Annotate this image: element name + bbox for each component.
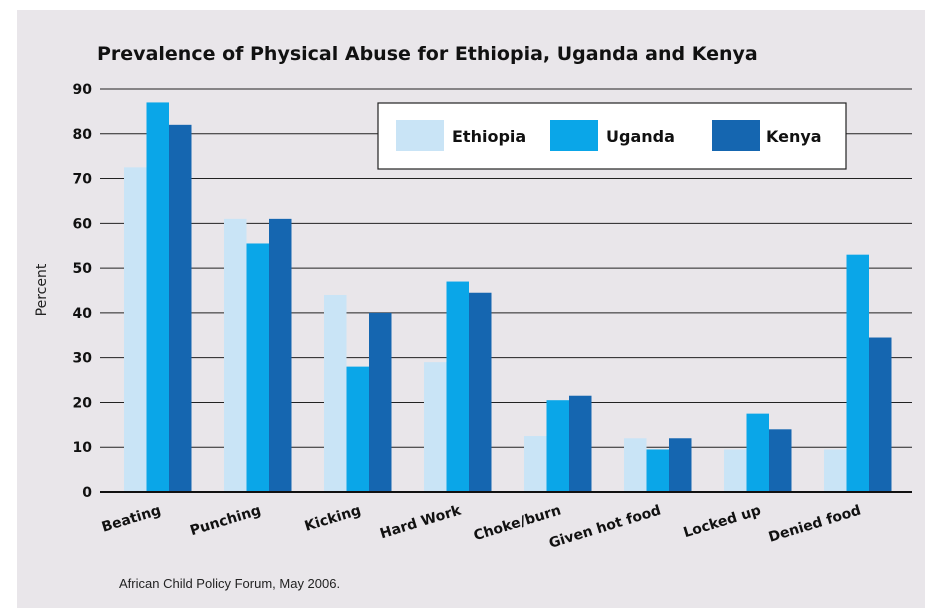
- y-tick-label: 80: [73, 127, 93, 143]
- y-tick-label: 60: [73, 216, 93, 232]
- bars: [124, 102, 892, 493]
- source-note: African Child Policy Forum, May 2006.: [119, 576, 340, 591]
- bar-uganda: [746, 413, 769, 492]
- bar-kenya: [569, 395, 592, 492]
- bar-uganda: [546, 400, 569, 492]
- bar-kenya: [369, 312, 392, 492]
- legend-swatch-kenya: [712, 120, 760, 151]
- bar-kenya: [769, 429, 792, 492]
- bar-ethiopia: [424, 362, 447, 492]
- legend-swatch-ethiopia: [396, 120, 444, 151]
- x-axis-ticks: Beating Punching Kicking Hard Work Choke/bur…: [100, 502, 863, 551]
- x-tick-label: Given hot food: [547, 503, 663, 552]
- x-tick-label: Beating: [100, 503, 163, 536]
- bar-kenya: [469, 292, 492, 492]
- legend: Ethiopia Uganda Kenya: [377, 102, 847, 170]
- y-axis-ticks: 0 10 20 30 40 50 60 70 80 90: [73, 82, 93, 501]
- legend-label-kenya: Kenya: [766, 127, 822, 146]
- y-tick-label: 10: [73, 440, 93, 456]
- legend-swatch-uganda: [550, 120, 598, 151]
- bar-ethiopia: [624, 438, 647, 492]
- y-tick-label: 20: [73, 395, 93, 411]
- bar-kenya: [169, 124, 192, 493]
- bar-kenya: [869, 337, 892, 492]
- bar-ethiopia: [824, 449, 847, 492]
- chart-title: Prevalence of Physical Abuse for Ethiopi…: [97, 43, 758, 65]
- bar-uganda: [446, 281, 469, 492]
- bar-ethiopia: [324, 294, 347, 492]
- bar-uganda: [246, 243, 269, 492]
- y-tick-label: 0: [82, 485, 92, 501]
- y-tick-label: 70: [73, 172, 93, 188]
- bar-ethiopia: [124, 167, 147, 492]
- x-tick-label: Denied food: [767, 503, 863, 546]
- bar-ethiopia: [524, 436, 547, 492]
- x-tick-label: Hard Work: [378, 502, 463, 542]
- bar-uganda: [346, 366, 369, 492]
- bar-ethiopia: [224, 218, 247, 492]
- bar-ethiopia: [724, 449, 747, 492]
- x-tick-label: Kicking: [303, 503, 363, 535]
- legend-label-uganda: Uganda: [606, 127, 675, 146]
- y-axis-label: Percent: [34, 263, 50, 316]
- y-tick-label: 40: [73, 306, 93, 322]
- bar-uganda: [146, 102, 169, 492]
- bar-uganda: [646, 449, 669, 492]
- y-tick-label: 30: [73, 351, 93, 367]
- y-tick-label: 50: [73, 261, 93, 277]
- y-tick-label: 90: [73, 82, 93, 98]
- bar-kenya: [269, 218, 292, 492]
- legend-label-ethiopia: Ethiopia: [452, 127, 526, 146]
- bar-uganda: [846, 254, 869, 492]
- x-tick-label: Punching: [188, 503, 263, 540]
- bar-kenya: [669, 438, 692, 492]
- legend-box: [377, 102, 847, 170]
- x-tick-label: Locked up: [682, 503, 763, 542]
